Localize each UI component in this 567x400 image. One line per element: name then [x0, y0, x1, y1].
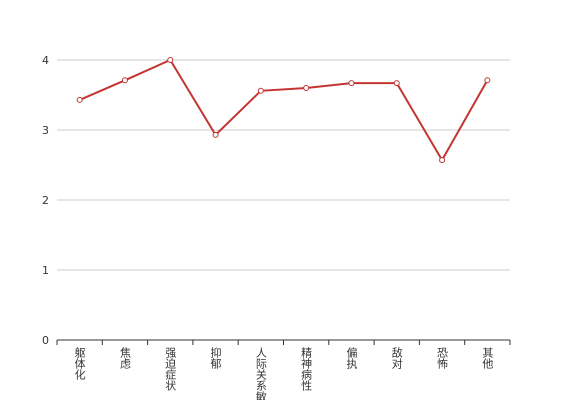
x-tick-label: 强迫症状: [164, 347, 177, 391]
x-tick-label: 人际关系敏感: [254, 347, 267, 400]
point: [484, 77, 491, 84]
x-tick-label: 躯体化: [73, 347, 86, 381]
x-tick-label: 其他: [481, 347, 494, 369]
y-tick-label: 0: [42, 334, 49, 347]
point: [167, 57, 174, 63]
y-tick-label: 2: [42, 194, 49, 207]
point: [439, 157, 446, 164]
point: [348, 80, 355, 87]
x-tick-label: 焦虑: [118, 347, 131, 369]
x-tick-label: 抑郁: [209, 346, 222, 369]
x-tick-label: 敌对: [390, 346, 403, 369]
y-tick-label: 3: [42, 124, 49, 137]
point: [257, 87, 264, 94]
point: [212, 131, 219, 138]
x-tick-label: 恐怖: [436, 347, 449, 369]
point: [121, 77, 128, 84]
x-tick-label: 精神病性: [300, 347, 313, 392]
y-tick-label: 4: [42, 54, 49, 67]
point: [303, 85, 310, 91]
point: [393, 80, 400, 87]
y-tick-label: 1: [42, 264, 49, 277]
point: [76, 96, 83, 103]
x-tick-label: 偏执: [345, 346, 358, 370]
line: [79, 58, 489, 163]
